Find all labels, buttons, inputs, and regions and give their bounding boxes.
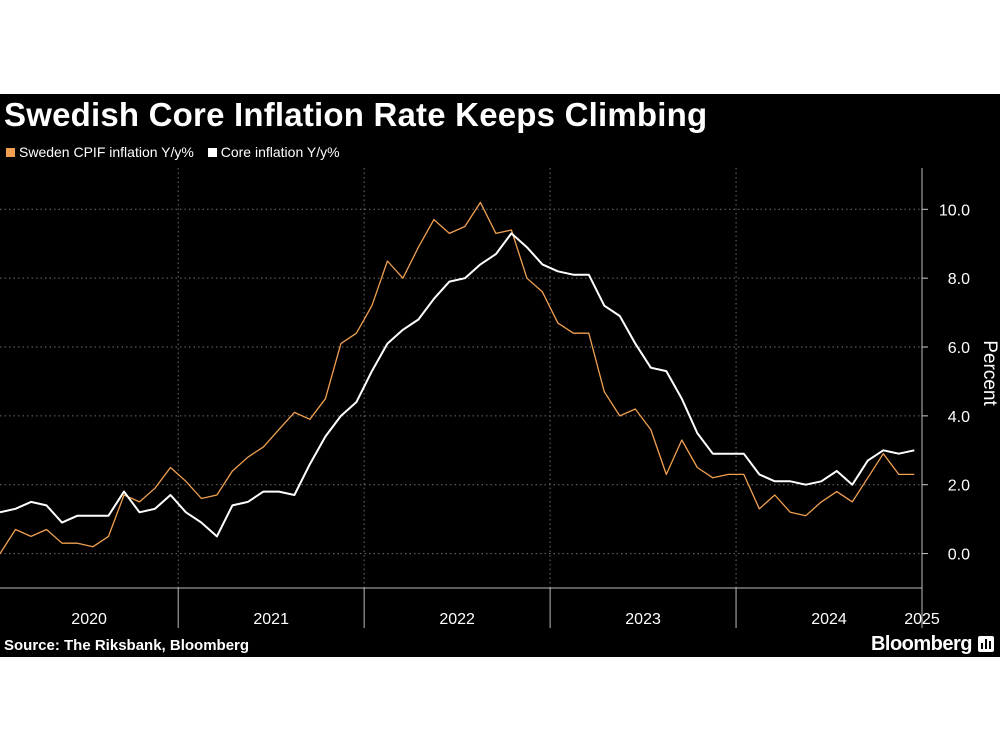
year-label: 2021 [253,611,289,628]
legend-item-core: Core inflation Y/y% [207,144,340,160]
legend-item-cpif: Sweden CPIF inflation Y/y% [6,144,194,160]
year-label: 2022 [439,611,475,628]
y-tick-label: 6.0 [948,340,970,357]
source-note: Source: The Riksbank, Bloomberg [4,637,250,654]
legend-label-cpif: Sweden CPIF inflation Y/y% [19,144,194,160]
line-chart: 0.0 2.0 4.0 6.0 8.0 10.0 2020 2021 2022 2023 2024 2… [0,168,1000,628]
year-label: 2020 [71,611,107,628]
y-tick-label: 0.0 [948,547,970,564]
y-tick-label: 10.0 [939,202,970,219]
series-line-core [0,232,915,538]
legend-swatch-cpif [6,148,15,157]
year-label: 2023 [625,611,661,628]
chart-title: Swedish Core Inflation Rate Keeps Climbi… [4,96,708,133]
series-line-cpif [0,201,915,554]
bloomberg-chart-icon [978,636,994,652]
chart-panel: 0.0 2.0 4.0 6.0 8.0 10.0 2020 2021 2022 2023 2024 2… [0,94,1000,657]
legend: Sweden CPIF inflation Y/y% Core inflatio… [6,144,350,160]
y-tick-label: 4.0 [948,409,970,426]
legend-swatch-core [207,148,217,157]
y-axis-label: Percent [979,340,1000,406]
y-tick-label: 2.0 [948,478,970,495]
y-tick-label: 8.0 [948,271,970,288]
legend-label-core: Core inflation Y/y% [220,144,340,160]
year-label: 2024 [811,611,847,628]
year-label: 2025 [904,611,940,628]
brand-logo: Bloomberg [870,633,973,655]
